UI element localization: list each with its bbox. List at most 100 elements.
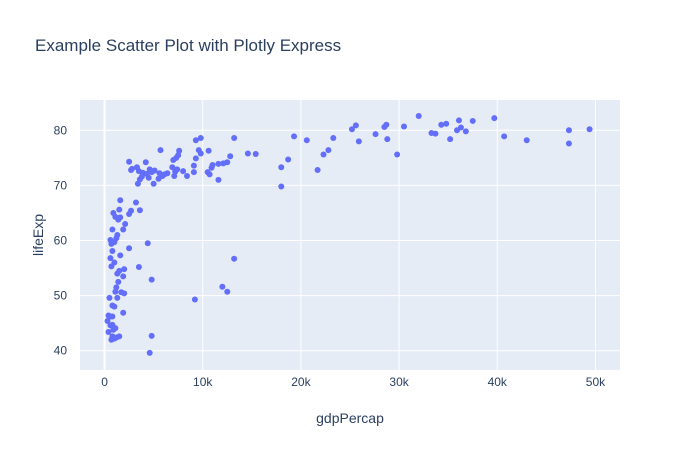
data-point[interactable] bbox=[107, 255, 114, 262]
data-point[interactable] bbox=[372, 131, 379, 138]
data-point[interactable] bbox=[171, 173, 178, 180]
data-point[interactable] bbox=[469, 117, 476, 124]
data-point[interactable] bbox=[224, 288, 231, 295]
data-point[interactable] bbox=[523, 137, 530, 144]
data-point[interactable] bbox=[112, 325, 119, 332]
data-point[interactable] bbox=[205, 147, 212, 154]
data-point[interactable] bbox=[190, 169, 197, 176]
data-point[interactable] bbox=[219, 283, 226, 290]
data-point[interactable] bbox=[457, 124, 464, 131]
data-point[interactable] bbox=[156, 170, 163, 177]
data-point[interactable] bbox=[109, 226, 116, 233]
data-point[interactable] bbox=[132, 199, 139, 206]
data-point[interactable] bbox=[197, 135, 204, 142]
data-point[interactable] bbox=[195, 147, 202, 154]
data-point[interactable] bbox=[146, 166, 153, 173]
data-point[interactable] bbox=[443, 120, 450, 127]
plot-area[interactable] bbox=[80, 100, 620, 370]
data-point[interactable] bbox=[320, 151, 327, 158]
data-point[interactable] bbox=[136, 207, 143, 214]
data-point[interactable] bbox=[244, 150, 251, 157]
data-point[interactable] bbox=[252, 151, 259, 157]
data-point[interactable] bbox=[126, 245, 133, 252]
data-point[interactable] bbox=[157, 147, 164, 154]
data-point[interactable] bbox=[325, 147, 332, 154]
data-point[interactable] bbox=[116, 267, 123, 274]
data-point[interactable] bbox=[586, 126, 593, 133]
data-point[interactable] bbox=[116, 333, 123, 340]
data-point[interactable] bbox=[109, 313, 116, 320]
data-point[interactable] bbox=[491, 115, 498, 122]
data-point[interactable] bbox=[278, 183, 285, 190]
data-point[interactable] bbox=[109, 247, 116, 254]
data-point[interactable] bbox=[432, 130, 439, 137]
data-point[interactable] bbox=[126, 211, 133, 218]
data-point[interactable] bbox=[192, 137, 199, 144]
data-point[interactable] bbox=[146, 349, 153, 356]
data-point[interactable] bbox=[169, 164, 176, 171]
data-point[interactable] bbox=[121, 266, 128, 273]
data-point[interactable] bbox=[110, 209, 117, 216]
data-point[interactable] bbox=[120, 273, 127, 280]
data-point[interactable] bbox=[208, 164, 215, 171]
data-point[interactable] bbox=[184, 173, 191, 180]
data-point[interactable] bbox=[117, 252, 124, 259]
data-point[interactable] bbox=[227, 153, 234, 160]
data-point[interactable] bbox=[447, 136, 454, 143]
data-point[interactable] bbox=[108, 336, 115, 343]
data-point[interactable] bbox=[105, 328, 112, 335]
data-point[interactable] bbox=[144, 240, 151, 247]
data-point[interactable] bbox=[384, 136, 391, 143]
data-point[interactable] bbox=[191, 296, 198, 303]
data-point[interactable] bbox=[455, 117, 462, 124]
data-point[interactable] bbox=[115, 278, 122, 285]
data-point[interactable] bbox=[330, 135, 337, 142]
data-point[interactable] bbox=[278, 164, 285, 171]
data-point[interactable] bbox=[190, 162, 197, 169]
data-point[interactable] bbox=[111, 259, 118, 266]
data-point[interactable] bbox=[104, 317, 111, 324]
data-point[interactable] bbox=[148, 332, 155, 339]
data-point[interactable] bbox=[126, 158, 133, 165]
data-point[interactable] bbox=[122, 220, 129, 227]
data-point[interactable] bbox=[565, 127, 572, 134]
data-point[interactable] bbox=[215, 176, 222, 183]
data-point[interactable] bbox=[501, 133, 508, 140]
data-point[interactable] bbox=[142, 159, 149, 166]
data-point[interactable] bbox=[565, 140, 572, 147]
data-point[interactable] bbox=[285, 156, 292, 163]
data-point[interactable] bbox=[134, 180, 141, 187]
data-point[interactable] bbox=[231, 255, 238, 262]
data-point[interactable] bbox=[215, 160, 222, 167]
data-point[interactable] bbox=[381, 124, 388, 130]
data-point[interactable] bbox=[133, 164, 140, 171]
data-point[interactable] bbox=[128, 166, 135, 173]
data-point[interactable] bbox=[116, 206, 123, 213]
data-point[interactable] bbox=[348, 126, 355, 133]
data-point[interactable] bbox=[121, 290, 128, 297]
data-point[interactable] bbox=[231, 135, 238, 142]
data-point[interactable] bbox=[135, 263, 142, 270]
data-point[interactable] bbox=[192, 155, 199, 162]
data-point[interactable] bbox=[111, 303, 118, 310]
data-point[interactable] bbox=[106, 294, 113, 301]
data-point[interactable] bbox=[401, 123, 407, 130]
data-point[interactable] bbox=[438, 121, 445, 128]
data-point[interactable] bbox=[352, 122, 359, 129]
data-point[interactable] bbox=[150, 180, 157, 187]
data-point[interactable] bbox=[114, 294, 121, 301]
data-point[interactable] bbox=[220, 160, 227, 167]
data-point[interactable] bbox=[107, 236, 114, 243]
data-point[interactable] bbox=[155, 175, 162, 182]
data-point[interactable] bbox=[180, 168, 187, 175]
data-point[interactable] bbox=[394, 151, 401, 158]
data-point[interactable] bbox=[291, 133, 298, 140]
data-point[interactable] bbox=[112, 288, 119, 295]
data-point[interactable] bbox=[204, 169, 211, 176]
data-point[interactable] bbox=[164, 170, 171, 177]
data-point[interactable] bbox=[117, 197, 124, 204]
data-point[interactable] bbox=[462, 128, 469, 135]
data-point[interactable] bbox=[415, 112, 422, 119]
data-point[interactable] bbox=[355, 138, 362, 145]
data-point[interactable] bbox=[148, 276, 155, 283]
